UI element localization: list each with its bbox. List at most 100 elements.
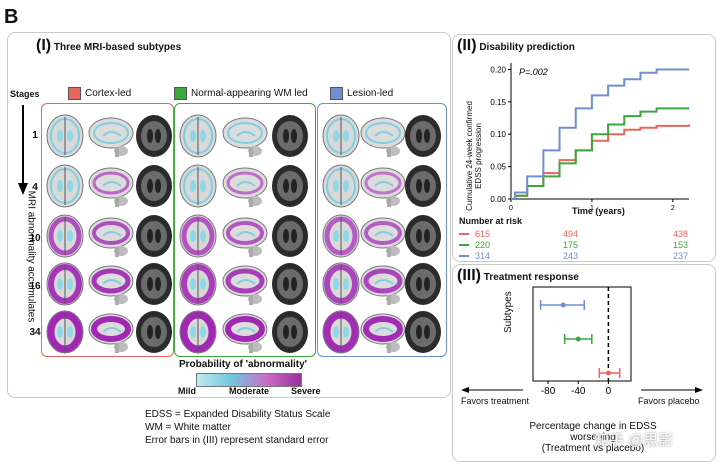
- brain-axial-r4-c4: [179, 262, 217, 306]
- km-xlabel: Time (years): [572, 206, 625, 216]
- stages-label: Stages: [10, 89, 40, 99]
- forest-point-cortex-led: [605, 370, 611, 376]
- colorbar-title: Probability of 'abnormality': [178, 359, 308, 370]
- brain-axial-r3-c4: [179, 214, 217, 258]
- brain-dark-r5-c9: [405, 311, 441, 353]
- km-y-tick-label: 0.10: [490, 130, 506, 139]
- brain-sagittal-r2-c2: [88, 167, 134, 207]
- stage-4: 4: [32, 182, 38, 193]
- legend-label-lesion: Lesion-led: [347, 88, 394, 100]
- brain-axial-r5-c4: [179, 310, 217, 354]
- brain-axial-r4-c7: [322, 262, 360, 306]
- brain-dark-r4-c6: [272, 263, 308, 305]
- brain-axial-r5-c7: [322, 310, 360, 354]
- forest-point-lesion-led: [560, 302, 566, 308]
- brain-dark-r3-c3: [136, 215, 172, 257]
- legend-label-nawm: Normal-appearing WM led: [191, 88, 308, 100]
- legend-nawm-led: Normal-appearing WM led: [174, 87, 308, 100]
- brain-sagittal-r5-c5: [222, 313, 268, 353]
- group-frame-lesion: [317, 103, 447, 357]
- brain-dark-r1-c9: [405, 115, 441, 157]
- panel-subtypes-numeral: (I): [36, 37, 52, 54]
- brain-axial-r5-c1: [46, 310, 84, 354]
- stage-10: 10: [29, 233, 41, 244]
- risk-value: 153: [673, 240, 689, 250]
- watermark: 知乎 @思影: [594, 432, 674, 449]
- risk-title: Number at risk: [459, 216, 523, 226]
- favors-treatment-arrowhead: [461, 387, 469, 393]
- forest-xlabel-line3: (Treatment vs placebo): [541, 443, 645, 454]
- risk-value: 314: [475, 251, 491, 261]
- legend-cortex-led: Cortex-led: [68, 87, 131, 100]
- brain-axial-r1-c7: [322, 114, 360, 158]
- risk-value: 438: [673, 229, 689, 239]
- footnote-edss: EDSS = Expanded Disability Status Scale: [145, 409, 331, 420]
- footnotes: EDSS = Expanded Disability Status Scale …: [145, 408, 330, 447]
- brain-dark-r5-c6: [272, 311, 308, 353]
- forest-x-tick-label: -80: [541, 386, 556, 397]
- brain-sagittal-r2-c5: [222, 167, 268, 207]
- panel-subtypes: (I) Three MRI-based subtypes Stages MRI …: [7, 32, 451, 398]
- brain-axial-r3-c1: [46, 214, 84, 258]
- forest-x-tick-label: -40: [571, 386, 586, 397]
- panel-treatment-title: (III) Treatment response: [457, 267, 579, 285]
- panel-treatment-numeral: (III): [457, 267, 481, 284]
- forest-xlabel-line1: Percentage change in EDSS: [529, 421, 657, 432]
- km-series-cortex-led: [511, 124, 690, 200]
- brain-dark-r4-c9: [405, 263, 441, 305]
- risk-row-swatch: [459, 233, 469, 235]
- brain-sagittal-r1-c2: [88, 117, 134, 157]
- risk-value: 175: [563, 240, 579, 250]
- accumulation-arrow: [18, 105, 28, 195]
- panel-subtypes-title: (I) Three MRI-based subtypes: [36, 37, 181, 55]
- km-x-tick-label: 0: [509, 205, 513, 212]
- km-y-tick-label: 0.00: [490, 195, 506, 204]
- brain-dark-r3-c6: [272, 215, 308, 257]
- risk-value: 243: [563, 251, 579, 261]
- km-y-tick-label: 0.20: [490, 65, 506, 74]
- colorbar-label-severe: Severe: [291, 386, 321, 396]
- figure-letter: B: [4, 6, 19, 28]
- brain-dark-r3-c9: [405, 215, 441, 257]
- km-x-tick-label: 1: [590, 205, 594, 212]
- brain-sagittal-r3-c8: [360, 217, 406, 257]
- forest-point-normal-appearing-wm-led: [575, 336, 581, 342]
- favors-placebo-arrowhead: [695, 387, 703, 393]
- brain-sagittal-r4-c8: [360, 265, 406, 305]
- risk-value: 494: [563, 229, 579, 239]
- brain-sagittal-r5-c2: [88, 313, 134, 353]
- brain-sagittal-r4-c5: [222, 265, 268, 305]
- risk-value: 615: [475, 229, 491, 239]
- brain-dark-r4-c3: [136, 263, 172, 305]
- brain-sagittal-r1-c5: [222, 117, 268, 157]
- risk-row-swatch: [459, 244, 469, 246]
- forest-xlabel: Percentage change in EDSS worsening (Tre…: [493, 421, 693, 454]
- km-y-tick-label: 0.05: [490, 163, 506, 172]
- brain-sagittal-r3-c5: [222, 217, 268, 257]
- group-frame-cortex: [41, 103, 174, 357]
- colorbar-label-mild: Mild: [178, 386, 196, 396]
- brain-sagittal-r4-c2: [88, 265, 134, 305]
- brain-dark-r1-c3: [136, 115, 172, 157]
- stage-1: 1: [32, 130, 38, 141]
- brain-dark-r5-c3: [136, 311, 172, 353]
- legend-swatch-cortex: [68, 87, 81, 100]
- panel-treatment: (III) Treatment response -80 -40 0 Subtype…: [452, 264, 716, 462]
- risk-value: 237: [673, 251, 689, 261]
- panel-disability-title: (II) Disability prediction: [457, 37, 575, 55]
- brain-sagittal-r3-c2: [88, 217, 134, 257]
- brain-sagittal-r5-c8: [360, 313, 406, 353]
- brain-axial-r2-c4: [179, 164, 217, 208]
- stage-16: 16: [29, 281, 41, 292]
- brain-axial-r3-c7: [322, 214, 360, 258]
- panel-disability-numeral: (II): [457, 37, 477, 54]
- brain-axial-r1-c1: [46, 114, 84, 158]
- brain-axial-r4-c1: [46, 262, 84, 306]
- km-y-tick-label: 0.15: [490, 98, 506, 107]
- panel-treatment-title-text: Treatment response: [483, 272, 579, 283]
- forest-x-tick-label: 0: [606, 386, 612, 397]
- favors-treatment: Favors treatment: [461, 396, 530, 406]
- legend-swatch-nawm: [174, 87, 187, 100]
- legend-lesion-led: Lesion-led: [330, 87, 393, 100]
- brain-sagittal-r2-c8: [360, 167, 406, 207]
